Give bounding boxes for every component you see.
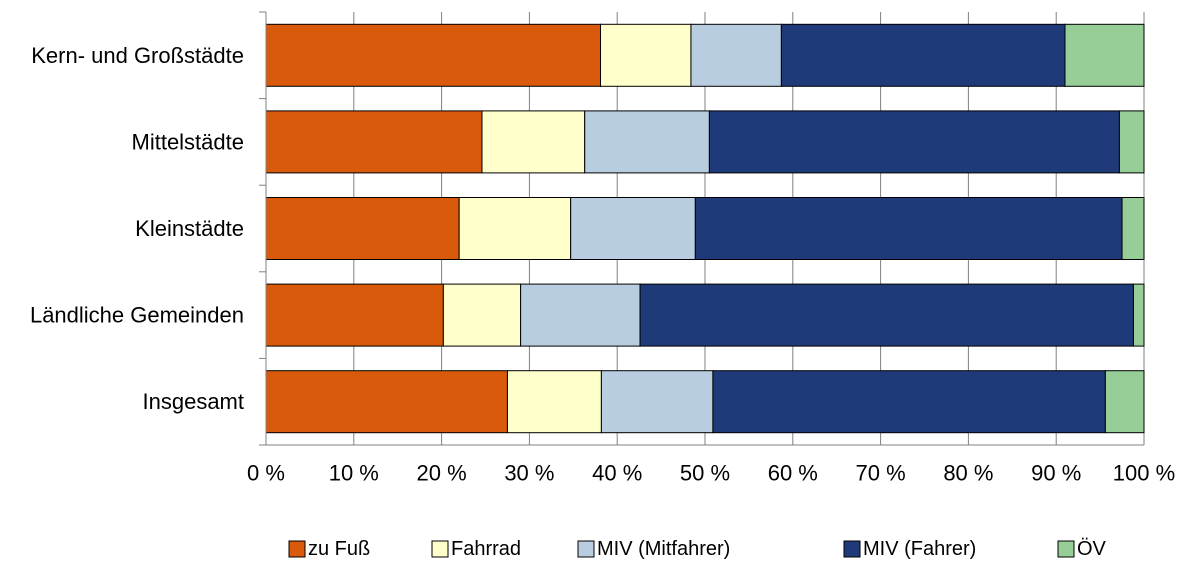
bar-2-4	[1121, 197, 1145, 260]
category-label: Insgesamt	[143, 389, 245, 414]
bar-1-3	[708, 110, 1120, 174]
bar-3-3	[639, 283, 1134, 347]
bar-2-3	[694, 197, 1123, 260]
bar-1-1	[481, 110, 586, 174]
category-label: Kern- und Großstädte	[31, 43, 244, 68]
bar-2-2	[570, 197, 696, 260]
bar-4-4	[1104, 370, 1145, 434]
legend-label: MIV (Mitfahrer)	[597, 538, 730, 560]
bar-4-3	[712, 370, 1106, 434]
x-tick-label: 30 %	[504, 461, 554, 486]
legend-swatch	[577, 540, 595, 558]
bar-3-1	[442, 283, 522, 347]
bar-0-2	[690, 23, 782, 87]
bar-0-4	[1064, 23, 1145, 87]
category-label: Kleinstädte	[135, 216, 244, 241]
bar-0-0	[265, 23, 602, 87]
x-tick-label: 90 %	[1031, 461, 1081, 486]
bar-3-0	[265, 283, 444, 347]
bar-3-2	[520, 283, 641, 347]
legend-swatch	[431, 540, 449, 558]
x-tick-label: 40 %	[592, 461, 642, 486]
bar-1-0	[265, 110, 483, 174]
x-tick-label: 20 %	[417, 461, 467, 486]
category-label: Mittelstädte	[132, 129, 245, 154]
x-tick-labels: 0 % 10 % 20 % 30 % 40 % 50 % 60 % 70 % 80 % 90 % 1…	[247, 461, 1175, 486]
bar-2-0	[265, 197, 460, 260]
bar-0-3	[780, 23, 1066, 87]
bar-4-2	[600, 370, 714, 434]
bar-3-4	[1132, 283, 1145, 347]
x-tick-label: 10 %	[329, 461, 379, 486]
legend-label: ÖV	[1077, 538, 1107, 560]
legend: zu Fuß Fahrrad MIV (Mitfahrer) MIV (Fahrer)…	[288, 538, 1107, 560]
legend-swatch	[843, 540, 861, 558]
legend-swatch	[288, 540, 306, 558]
x-tick-label: 50 %	[680, 461, 730, 486]
bar-1-4	[1118, 110, 1145, 174]
x-tick-label: 60 %	[768, 461, 818, 486]
category-labels: Kern- und Großstädte Mittelstädte Kleinstä…	[30, 43, 244, 414]
bars	[265, 23, 1145, 434]
legend-label: MIV (Fahrer)	[863, 538, 976, 560]
bar-4-1	[506, 370, 602, 434]
legend-swatch	[1057, 540, 1075, 558]
axes	[259, 11, 1144, 446]
x-tick-label: 80 %	[943, 461, 993, 486]
x-tick-label: 0 %	[247, 461, 285, 486]
bar-4-0	[265, 370, 508, 434]
bar-0-1	[600, 23, 692, 87]
legend-label: zu Fuß	[308, 538, 370, 560]
bar-2-1	[458, 197, 572, 260]
x-tick-label: 70 %	[856, 461, 906, 486]
legend-label: Fahrrad	[451, 538, 521, 560]
bar-1-2	[584, 110, 710, 174]
category-label: Ländliche Gemeinden	[30, 303, 244, 328]
x-tick-label: 100 %	[1113, 461, 1175, 486]
